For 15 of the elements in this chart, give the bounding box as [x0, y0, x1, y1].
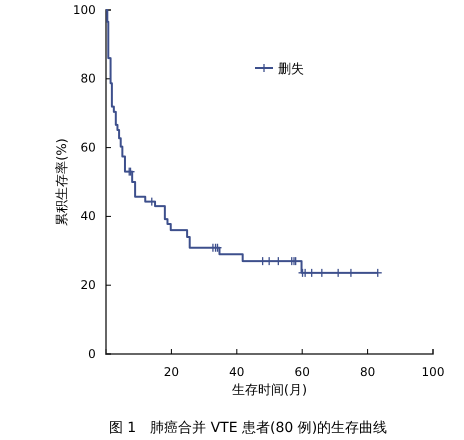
x-tick-label: 100	[422, 365, 444, 380]
x-tick-label: 60	[294, 365, 310, 380]
y-tick-label: 100	[72, 2, 96, 17]
x-axis-title: 生存时间(月)	[232, 383, 308, 398]
x-tick-label: 20	[164, 365, 180, 380]
caption: 图 1 肺癌合并 VTE 患者(80 例)的生存曲线	[108, 420, 388, 436]
y-tick-label: 0	[88, 346, 96, 361]
x-tick-label: 80	[360, 365, 376, 380]
y-tick-label: 60	[80, 140, 96, 154]
legend-label: 删失	[278, 62, 304, 77]
y-axis-title: 累积生存率(%)	[54, 138, 70, 226]
y-tick-label: 40	[80, 209, 96, 224]
y-tick-label: 20	[80, 278, 96, 292]
y-tick-label: 80	[80, 72, 96, 86]
x-tick-label: 40	[229, 365, 244, 380]
